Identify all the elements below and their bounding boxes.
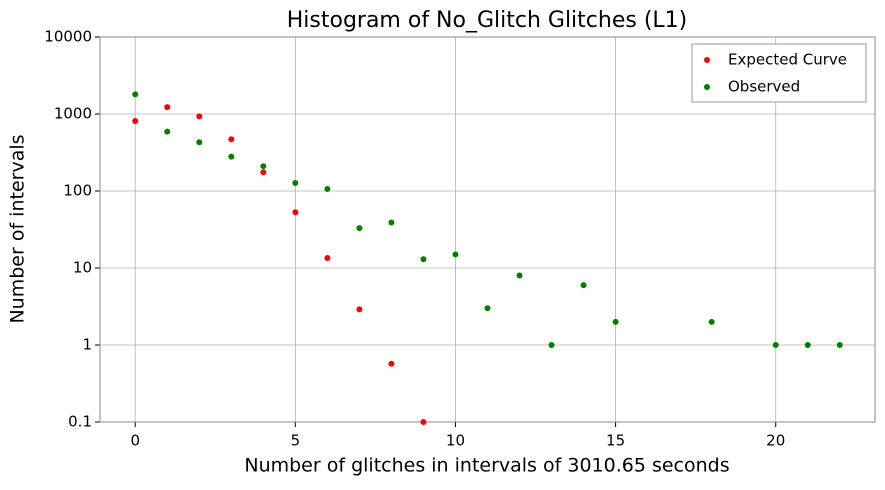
point	[164, 104, 171, 111]
point	[260, 169, 267, 176]
point	[292, 209, 299, 216]
point	[132, 91, 139, 98]
point	[452, 251, 459, 258]
y-tick-label: 1	[82, 336, 92, 354]
y-tick-label: 10	[73, 259, 92, 277]
point	[196, 113, 203, 120]
legend-label: Observed	[728, 78, 800, 96]
point	[420, 256, 427, 263]
point	[228, 136, 235, 143]
point	[580, 282, 587, 289]
point	[196, 139, 203, 146]
x-tick-label: 0	[130, 432, 140, 450]
y-tick-label: 0.1	[68, 413, 92, 431]
point	[164, 128, 171, 135]
point	[324, 254, 331, 261]
point	[708, 318, 715, 325]
point	[420, 419, 427, 425]
x-axis-label: Number of glitches in intervals of 3010.…	[244, 455, 729, 477]
point	[772, 342, 779, 348]
x-tick-label: 20	[766, 432, 785, 450]
y-tick-label: 100	[63, 182, 92, 200]
point	[388, 219, 395, 226]
point	[484, 305, 491, 312]
point	[260, 163, 267, 170]
legend: Expected Curve Observed	[691, 43, 867, 103]
x-tick-label: 15	[606, 432, 625, 450]
point	[356, 225, 363, 232]
legend-label: Expected Curve	[728, 51, 847, 69]
legend-marker	[704, 84, 710, 90]
point	[548, 342, 555, 348]
y-tick-label: 10000	[44, 28, 92, 46]
point	[292, 180, 299, 187]
point	[356, 306, 363, 313]
x-tick-label: 10	[446, 432, 465, 450]
point	[388, 360, 395, 367]
point	[836, 342, 843, 348]
point	[516, 272, 523, 279]
chart-title: Histogram of No_Glitch Glitches (L1)	[287, 8, 688, 33]
x-tick-label: 5	[291, 432, 301, 450]
point	[804, 342, 811, 348]
point	[132, 118, 139, 125]
legend-marker	[704, 57, 710, 63]
legend-box	[691, 43, 867, 103]
y-tick-label: 1000	[54, 105, 92, 123]
plot-frame	[99, 36, 876, 423]
point	[612, 318, 619, 325]
y-axis-label: Number of intervals	[7, 134, 29, 323]
point	[228, 153, 235, 160]
point	[324, 186, 331, 193]
